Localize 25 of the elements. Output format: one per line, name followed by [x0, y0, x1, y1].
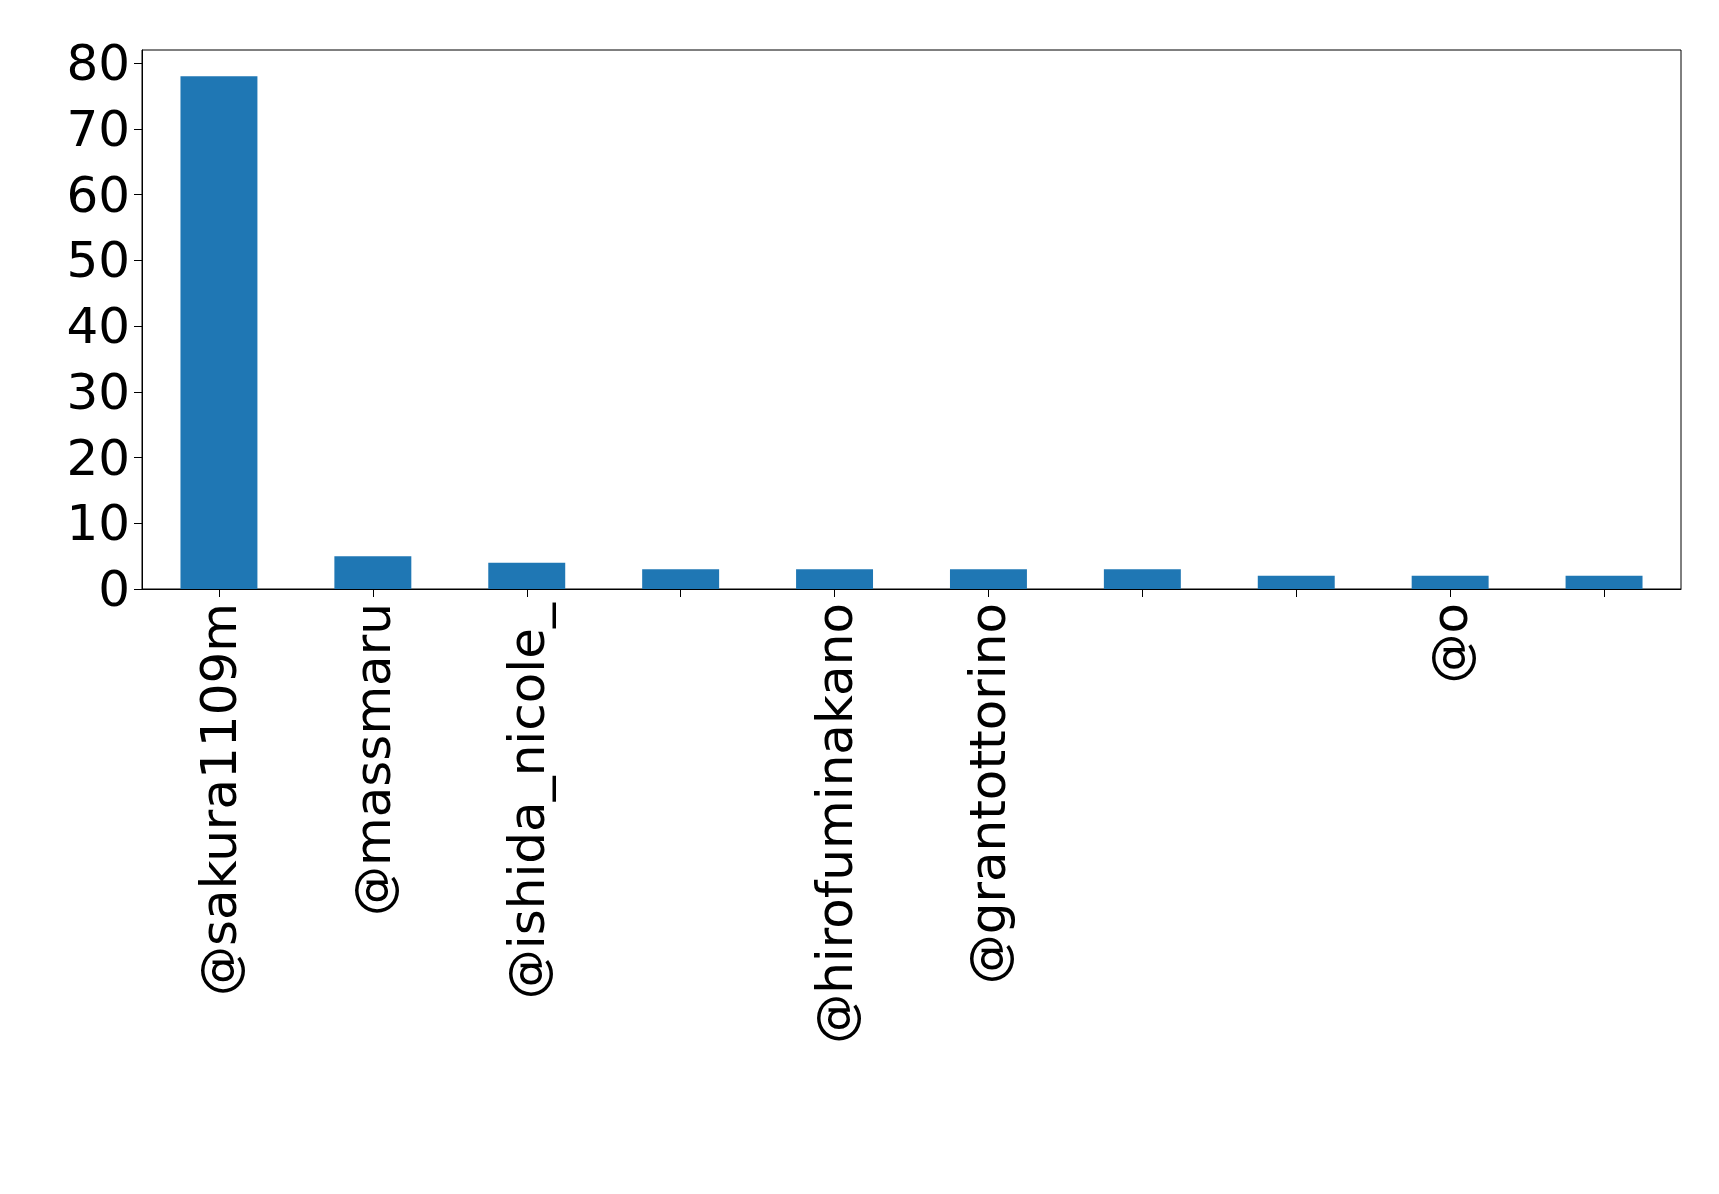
y-tick-label: 60: [66, 165, 130, 224]
bar: [180, 76, 258, 589]
y-tick-label: 80: [66, 34, 130, 93]
y-tick-label: 0: [98, 560, 130, 618]
y-tick-label: 20: [66, 428, 130, 487]
x-tick-label: @hirofuminakano: [805, 603, 864, 1044]
bar: [642, 569, 720, 589]
bar: [1565, 575, 1643, 589]
y-tick-label: 40: [66, 297, 130, 356]
bar: [796, 569, 874, 589]
bar: [1257, 575, 1335, 589]
x-tick-label: @massmaru: [343, 603, 402, 917]
x-tick-label: @sakura1109m: [189, 603, 248, 996]
x-tick-label: @grantottorino: [959, 603, 1018, 985]
y-tick-label: 70: [66, 99, 130, 158]
x-tick-label: @ishida_nicole_: [497, 602, 556, 1000]
bar: [334, 556, 412, 589]
bar: [1103, 569, 1181, 589]
bar: [1411, 575, 1489, 589]
bar: [949, 569, 1027, 589]
y-tick-label: 50: [66, 231, 130, 290]
y-tick-label: 10: [66, 494, 130, 553]
x-tick-label: @o: [1421, 603, 1480, 684]
y-tick-label: 30: [66, 362, 130, 421]
bar: [488, 562, 566, 589]
